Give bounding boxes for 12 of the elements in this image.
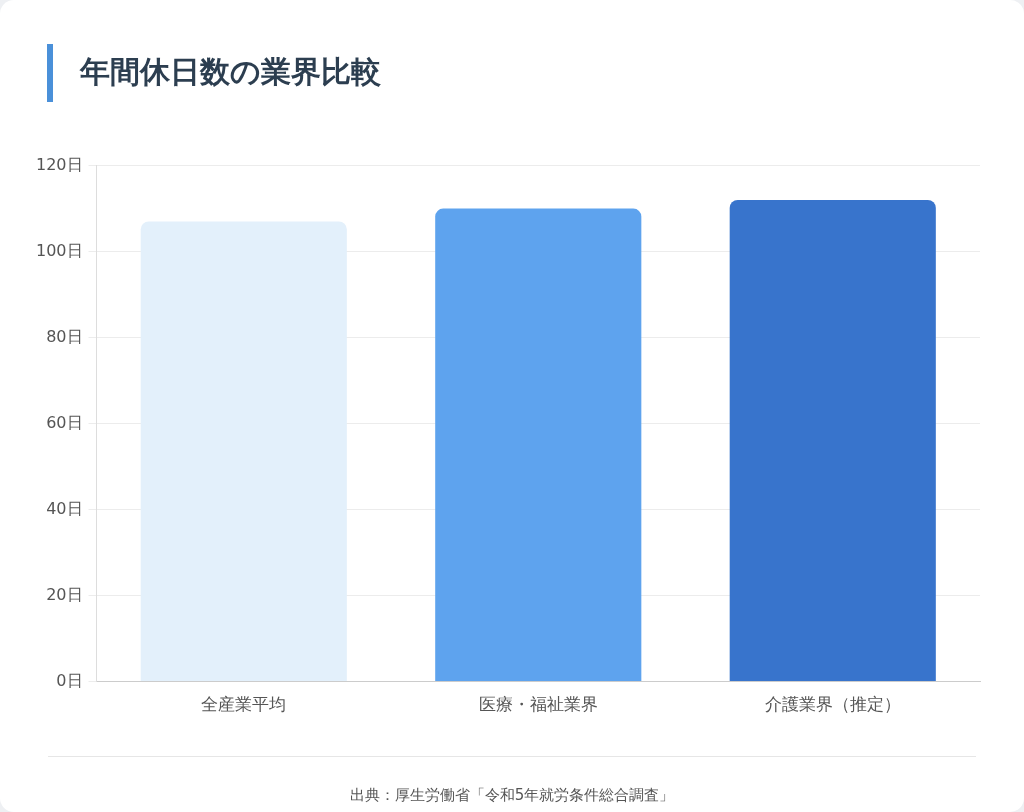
chart-title: 年間休日数の業界比較 [80,53,381,91]
y-tick-label: 60日 [46,412,83,432]
x-tick-label: 介護業界（推定） [764,694,901,715]
y-tick-label: 80日 [46,326,83,346]
x-tick-label: 医療・福祉業界 [478,694,598,715]
y-tick-label: 100日 [35,240,83,260]
y-tick-label: 20日 [46,584,83,604]
x-tick-label: 全産業平均 [201,694,287,715]
y-tick-label: 120日 [35,154,83,174]
source-note: 出典：厚生労働省「令和5年就労条件総合調査」 [348,786,676,805]
y-tick-label: 0日 [56,670,83,690]
y-tick-label: 40日 [46,498,83,518]
